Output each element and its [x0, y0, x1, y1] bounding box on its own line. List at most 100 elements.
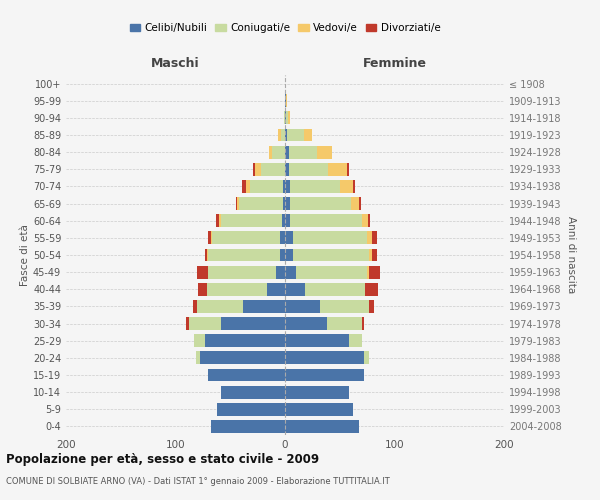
Bar: [290, 214, 362, 227]
Bar: [285, 214, 290, 227]
Bar: [285, 146, 289, 158]
Bar: [328, 163, 347, 175]
Bar: [370, 300, 374, 313]
Bar: [285, 197, 290, 210]
Bar: [278, 128, 281, 141]
Bar: [371, 248, 377, 262]
Bar: [285, 368, 364, 382]
Bar: [368, 214, 370, 227]
Bar: [272, 146, 285, 158]
Bar: [285, 112, 286, 124]
Bar: [304, 128, 313, 141]
Bar: [285, 180, 290, 193]
Bar: [250, 180, 283, 193]
Bar: [362, 214, 368, 227]
Bar: [221, 214, 282, 227]
Bar: [285, 420, 359, 433]
Bar: [340, 180, 353, 193]
Bar: [283, 180, 285, 193]
Bar: [187, 317, 188, 330]
Bar: [351, 197, 359, 210]
Bar: [285, 128, 287, 141]
Bar: [281, 128, 285, 141]
Bar: [285, 94, 286, 107]
Bar: [293, 232, 367, 244]
Bar: [285, 386, 349, 398]
Bar: [286, 94, 287, 107]
Bar: [367, 232, 371, 244]
Bar: [242, 180, 245, 193]
Bar: [293, 248, 370, 262]
Bar: [237, 197, 239, 210]
Bar: [285, 352, 364, 364]
Bar: [253, 163, 256, 175]
Bar: [285, 403, 353, 415]
Legend: Celibi/Nubili, Coniugati/e, Vedovi/e, Divorziati/e: Celibi/Nubili, Coniugati/e, Vedovi/e, Di…: [125, 19, 445, 38]
Bar: [353, 180, 355, 193]
Bar: [268, 283, 285, 296]
Bar: [239, 197, 283, 210]
Bar: [349, 334, 362, 347]
Bar: [290, 197, 351, 210]
Bar: [199, 283, 207, 296]
Bar: [236, 197, 237, 210]
Bar: [362, 317, 364, 330]
Bar: [320, 300, 370, 313]
Bar: [194, 334, 205, 347]
Bar: [289, 146, 317, 158]
Bar: [285, 232, 293, 244]
Bar: [208, 232, 211, 244]
Bar: [364, 352, 370, 364]
Bar: [276, 266, 285, 278]
Bar: [359, 197, 361, 210]
Bar: [370, 266, 380, 278]
Bar: [244, 300, 285, 313]
Bar: [288, 112, 290, 124]
Y-axis label: Fasce di età: Fasce di età: [20, 224, 30, 286]
Bar: [188, 317, 221, 330]
Bar: [221, 386, 285, 398]
Bar: [205, 334, 285, 347]
Bar: [285, 266, 296, 278]
Bar: [365, 283, 378, 296]
Bar: [205, 248, 207, 262]
Bar: [287, 128, 304, 141]
Bar: [256, 163, 261, 175]
Bar: [208, 266, 276, 278]
Bar: [207, 283, 268, 296]
Bar: [212, 232, 280, 244]
Text: Popolazione per età, sesso e stato civile - 2009: Popolazione per età, sesso e stato civil…: [6, 452, 319, 466]
Bar: [193, 300, 197, 313]
Y-axis label: Anni di nascita: Anni di nascita: [566, 216, 575, 294]
Bar: [220, 214, 221, 227]
Bar: [286, 112, 288, 124]
Bar: [285, 248, 293, 262]
Bar: [347, 163, 349, 175]
Bar: [200, 352, 285, 364]
Bar: [367, 266, 370, 278]
Text: Femmine: Femmine: [362, 57, 427, 70]
Bar: [221, 317, 285, 330]
Text: COMUNE DI SOLBIATE ARNO (VA) - Dati ISTAT 1° gennaio 2009 - Elaborazione TUTTITA: COMUNE DI SOLBIATE ARNO (VA) - Dati ISTA…: [6, 478, 390, 486]
Bar: [326, 317, 362, 330]
Bar: [211, 420, 285, 433]
Bar: [211, 232, 212, 244]
Bar: [285, 163, 289, 175]
Bar: [370, 248, 371, 262]
Bar: [216, 214, 220, 227]
Bar: [283, 197, 285, 210]
Bar: [282, 214, 285, 227]
Bar: [305, 283, 365, 296]
Bar: [208, 368, 285, 382]
Bar: [289, 163, 328, 175]
Bar: [284, 112, 285, 124]
Text: Maschi: Maschi: [151, 57, 200, 70]
Bar: [296, 266, 367, 278]
Bar: [285, 283, 305, 296]
Bar: [290, 180, 340, 193]
Bar: [280, 248, 285, 262]
Bar: [285, 317, 326, 330]
Bar: [196, 352, 200, 364]
Bar: [197, 266, 208, 278]
Bar: [285, 334, 349, 347]
